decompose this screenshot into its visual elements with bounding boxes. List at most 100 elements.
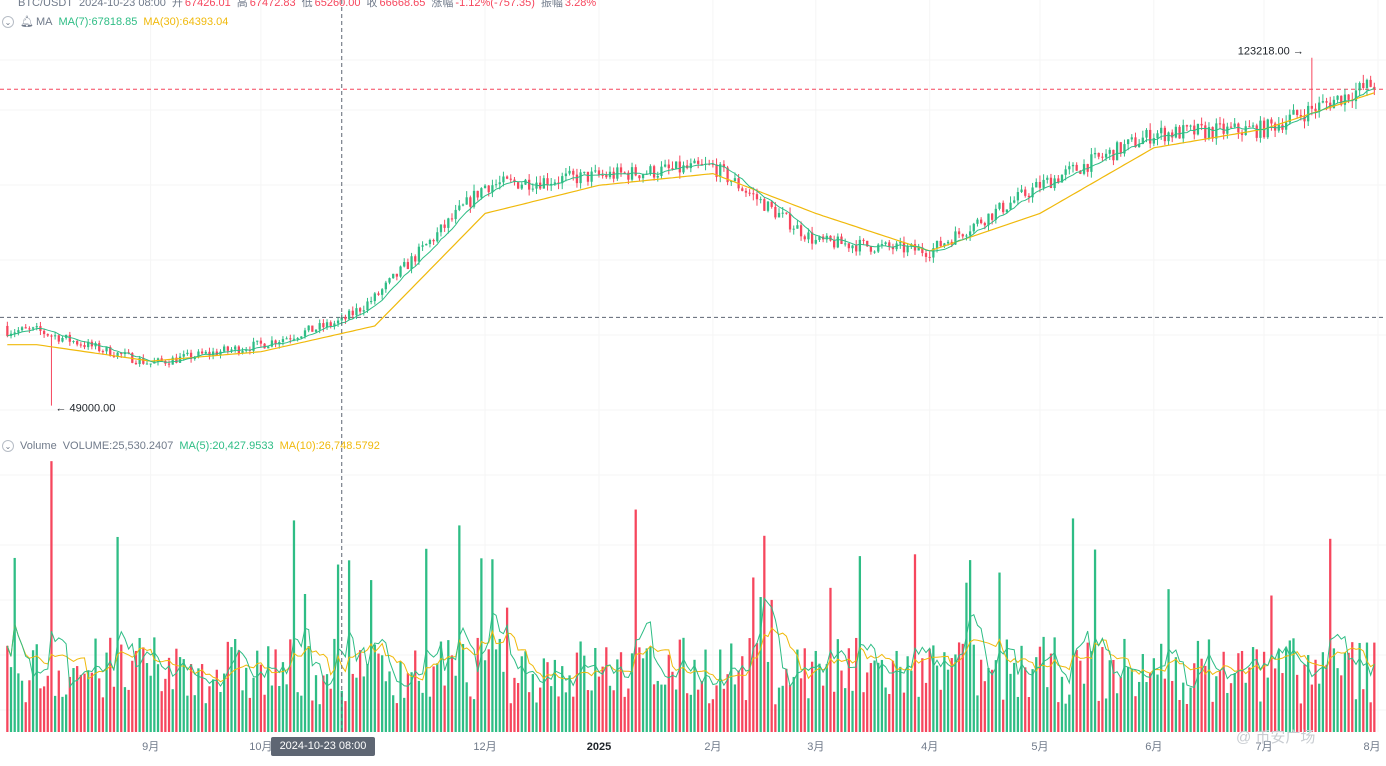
candle-body	[866, 240, 869, 247]
candle-body	[759, 199, 762, 201]
volume-bar	[586, 690, 590, 732]
volume-bar	[256, 650, 259, 732]
candle-body	[303, 330, 307, 337]
volume-bar	[1237, 653, 1240, 732]
volume-bar	[1318, 683, 1321, 732]
candle-body	[917, 247, 920, 251]
candle-body	[487, 185, 490, 193]
volume-bar	[630, 653, 634, 732]
volume-bar	[821, 685, 825, 732]
candle-body	[149, 363, 152, 365]
candle-body	[35, 326, 38, 328]
candle-body	[693, 160, 696, 164]
volume-bar	[325, 674, 329, 732]
volume-bar	[792, 676, 795, 732]
ma-legend: ⌄ 🔔︎ MA MA(7):67818.85 MA(30):64393.04	[2, 15, 234, 29]
candle-body	[1027, 195, 1031, 198]
candle-body	[799, 225, 803, 237]
volume-bar	[267, 646, 270, 732]
volume-bar	[1343, 652, 1347, 732]
candle-body	[1119, 142, 1122, 154]
volume-bar	[730, 643, 733, 732]
volume-bar	[480, 558, 483, 732]
candle-body	[715, 164, 718, 178]
volume-bar	[281, 662, 285, 732]
volume-bar	[344, 701, 347, 732]
candle-body	[1354, 90, 1358, 102]
candle-body	[439, 224, 443, 233]
volume-bar	[215, 669, 218, 732]
volume-bar	[987, 667, 990, 732]
volume-indicator-name[interactable]: Volume	[20, 440, 57, 452]
candle-body	[355, 308, 358, 316]
volume-bar	[528, 692, 531, 732]
volume-bar	[68, 676, 71, 732]
volume-bar	[682, 637, 685, 732]
volume-bar	[79, 674, 82, 732]
volume-bar	[788, 684, 792, 732]
volume-bar	[924, 682, 928, 732]
candle-body	[520, 184, 523, 189]
volume-bar	[1354, 699, 1358, 732]
volume-bar	[289, 639, 292, 732]
candle-body	[575, 174, 579, 184]
candle-body	[182, 354, 185, 357]
candle-body	[796, 225, 799, 229]
candle-body	[241, 350, 244, 354]
ma-indicator-name[interactable]: MA	[35, 16, 53, 28]
volume-bar	[899, 666, 902, 732]
candle-body	[627, 172, 630, 180]
volume-bar	[649, 646, 652, 732]
volume-bar	[752, 577, 755, 732]
candle-body	[939, 240, 942, 247]
volume-bar	[917, 696, 920, 732]
collapse-chevron-icon[interactable]: ⌄	[2, 16, 14, 28]
volume-bar	[928, 648, 931, 732]
candle-body	[509, 178, 512, 180]
volume-bar	[432, 666, 435, 732]
volume-bar	[1093, 549, 1097, 732]
volume-collapse-chevron-icon[interactable]: ⌄	[2, 440, 14, 452]
volume-bar	[175, 648, 178, 732]
volume-bar	[759, 597, 762, 732]
candle-body	[1248, 126, 1251, 128]
volume-bar	[94, 638, 97, 732]
bell-icon[interactable]: 🔔︎	[20, 16, 34, 28]
candle-body	[505, 176, 509, 179]
candle-body	[722, 164, 726, 168]
candle-body	[1130, 137, 1133, 140]
volume-bar	[799, 678, 803, 732]
volume-bar	[1097, 700, 1100, 732]
candle-body	[1193, 125, 1196, 135]
volume-bar	[263, 694, 266, 732]
candle-body	[987, 213, 990, 226]
candle-body	[226, 346, 229, 351]
candle-body	[807, 232, 810, 240]
volume-bar	[17, 673, 20, 732]
candle-body	[138, 357, 141, 365]
candle-body	[1104, 153, 1108, 158]
candle-body	[785, 212, 788, 214]
candle-body	[1207, 127, 1211, 139]
volume-bar	[138, 637, 141, 732]
candle-body	[921, 247, 924, 254]
volume-bar	[487, 649, 490, 732]
candle-body	[531, 188, 534, 190]
volume-bar	[399, 661, 402, 732]
volume-bar	[1071, 518, 1075, 732]
volume-bar	[972, 644, 975, 732]
candle-body	[583, 171, 586, 173]
candle-body	[671, 168, 674, 170]
candle-body	[384, 282, 387, 290]
candle-body	[733, 178, 737, 182]
ohlc-header: BTC/USDT 2024-10-23 08:00 开 67426.01 高 6…	[18, 0, 602, 10]
volume-bar	[322, 675, 325, 732]
candle-body	[1362, 83, 1365, 89]
volume-bar	[539, 687, 542, 732]
volume-bar	[594, 647, 597, 732]
candle-body	[965, 235, 968, 237]
x-axis-tick-label: 2025	[587, 741, 611, 753]
volume-bar	[31, 650, 35, 732]
